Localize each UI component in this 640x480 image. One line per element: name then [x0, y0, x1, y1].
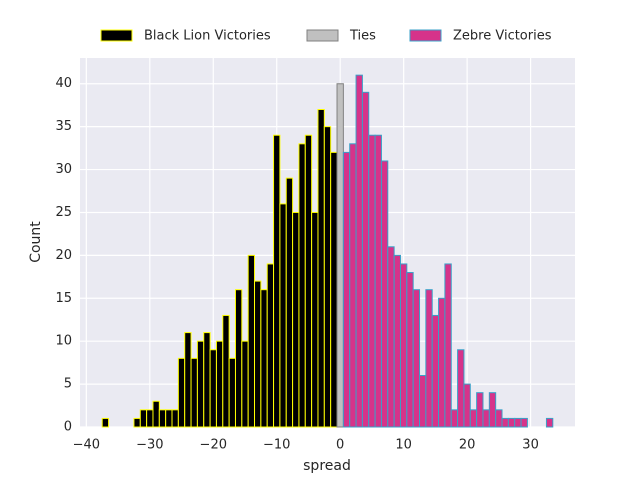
histogram-bar — [514, 417, 522, 428]
histogram-bar — [488, 392, 497, 428]
x-tick-label: −30 — [136, 438, 163, 453]
histogram-bar — [304, 134, 313, 428]
histogram-bar — [380, 160, 389, 428]
legend-label: Zebre Victories — [453, 29, 552, 44]
y-tick-label: 25 — [55, 205, 72, 220]
histogram-bar — [260, 289, 268, 428]
histogram-bar — [133, 417, 141, 428]
histogram-bar — [190, 357, 198, 428]
histogram-bar — [323, 126, 332, 428]
histogram-bar — [209, 349, 217, 428]
histogram-bar — [317, 108, 325, 428]
histogram-bar — [196, 340, 205, 428]
histogram-bar — [101, 417, 110, 428]
histogram-bar — [482, 409, 490, 428]
histogram-bar — [203, 332, 211, 428]
histogram-bar — [476, 392, 484, 428]
histogram-bar — [406, 272, 414, 428]
histogram-bar — [336, 83, 344, 428]
x-tick-label: 10 — [395, 438, 412, 453]
legend-swatch — [306, 29, 339, 42]
histogram-bar — [450, 409, 459, 428]
y-tick-label: 10 — [55, 334, 72, 349]
histogram-bar — [374, 134, 382, 428]
y-axis-label: Count — [28, 221, 44, 263]
histogram-bar — [431, 314, 440, 428]
legend-label: Ties — [349, 29, 376, 44]
histogram-bar — [254, 280, 262, 428]
histogram-bar — [158, 409, 167, 428]
histogram-bar — [419, 375, 427, 428]
histogram-bar — [215, 340, 224, 428]
x-tick-label: 0 — [336, 438, 344, 453]
histogram-bar — [241, 340, 249, 428]
histogram-bar — [438, 297, 446, 428]
histogram-bar — [330, 151, 338, 428]
histogram-bar — [469, 409, 478, 428]
histogram-bar — [393, 254, 401, 428]
x-tick-label: −20 — [200, 438, 227, 453]
y-tick-label: 30 — [55, 162, 72, 177]
histogram-bar — [495, 409, 503, 428]
legend-label: Black Lion Victories — [144, 29, 271, 44]
y-tick-label: 20 — [55, 248, 72, 263]
histogram-bar — [387, 246, 395, 428]
histogram-bar — [545, 417, 554, 428]
histogram-bar — [368, 134, 376, 428]
histogram-bar — [279, 203, 287, 428]
histogram-bar — [171, 409, 179, 428]
histogram-bar — [311, 211, 319, 428]
y-tick-label: 5 — [64, 377, 72, 392]
histogram-bar — [501, 417, 509, 428]
histogram-bar — [361, 91, 370, 428]
histogram-bar — [292, 211, 300, 428]
histogram-bar — [165, 409, 173, 428]
histogram-bar — [298, 143, 306, 428]
histogram-bar — [457, 349, 465, 428]
y-tick-label: 0 — [64, 420, 72, 435]
legend-swatch — [409, 29, 442, 42]
histogram-bar — [342, 151, 351, 428]
y-tick-label: 35 — [55, 119, 72, 134]
histogram-bar — [184, 332, 192, 428]
x-tick-label: −10 — [263, 438, 290, 453]
histogram-bar — [412, 289, 421, 428]
histogram-bar — [177, 357, 186, 428]
histogram-bar — [444, 263, 452, 428]
histogram-bar — [273, 134, 281, 428]
histogram-bar — [234, 289, 243, 428]
y-tick-label: 40 — [55, 76, 72, 91]
histogram-bar — [355, 74, 363, 428]
histogram-bar — [507, 417, 516, 428]
histogram-bar — [463, 383, 471, 428]
histogram-bar — [222, 314, 230, 428]
histogram-bar — [520, 417, 528, 428]
histogram-bar — [285, 177, 294, 428]
histogram-bar — [266, 263, 275, 428]
y-tick-label: 15 — [55, 291, 72, 306]
x-tick-label: −40 — [73, 438, 100, 453]
x-tick-label: 20 — [459, 438, 476, 453]
histogram-bar — [349, 143, 357, 428]
histogram-bar — [425, 289, 433, 428]
legend-swatch — [100, 29, 133, 42]
histogram-bar — [228, 357, 236, 428]
histogram-bar — [139, 409, 148, 428]
histogram-bar — [146, 409, 154, 428]
histogram-bar — [247, 254, 256, 428]
histogram-bar — [152, 400, 160, 428]
x-tick-label: 30 — [522, 438, 539, 453]
histogram-bar — [399, 263, 408, 428]
x-axis-label: spread — [303, 458, 351, 474]
